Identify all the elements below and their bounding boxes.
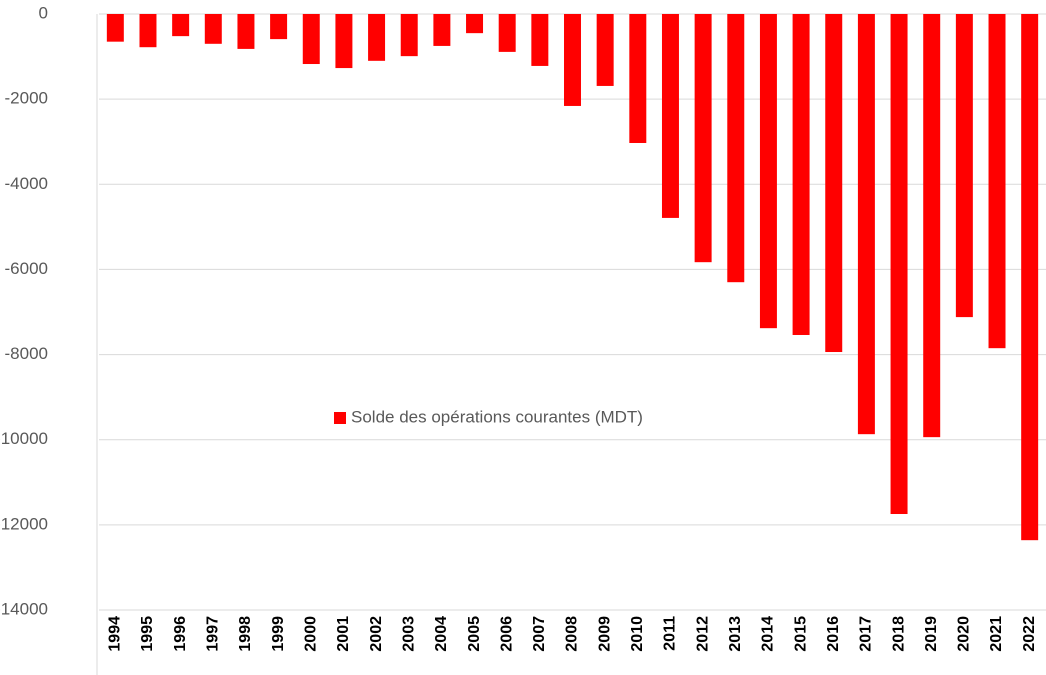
bar <box>498 14 516 52</box>
bar <box>857 14 875 435</box>
x-tick-label: 2017 <box>858 616 875 652</box>
bar <box>694 14 712 263</box>
y-tick-label: -14000 <box>0 599 48 618</box>
x-tick-label: 2016 <box>825 616 842 652</box>
x-tick-label: 2012 <box>694 616 711 652</box>
bar <box>1021 14 1039 541</box>
x-tick-label: 2010 <box>629 616 646 652</box>
bar <box>988 14 1006 349</box>
bar <box>106 14 124 42</box>
bar <box>139 14 157 48</box>
bar <box>596 14 614 86</box>
x-tick-label: 2003 <box>400 616 417 652</box>
bar <box>237 14 255 49</box>
x-tick-label: 1999 <box>270 616 287 652</box>
x-tick-label: 2013 <box>727 616 744 652</box>
bar <box>466 14 484 34</box>
y-tick-label: -12000 <box>0 514 48 533</box>
legend-swatch <box>334 412 346 424</box>
bar <box>335 14 353 69</box>
x-tick-label: 2005 <box>466 616 483 652</box>
legend-label: Solde des opérations courantes (MDT) <box>351 407 643 426</box>
bar <box>302 14 320 65</box>
bar <box>531 14 549 66</box>
bar <box>368 14 386 61</box>
x-tick-label: 2009 <box>596 616 613 652</box>
bar <box>629 14 647 143</box>
bar <box>923 14 941 438</box>
x-tick-label: 2022 <box>1021 616 1038 652</box>
x-tick-label: 2004 <box>433 616 450 652</box>
y-tick-label: -8000 <box>5 344 48 363</box>
bar <box>727 14 745 283</box>
y-tick-label: -6000 <box>5 259 48 278</box>
bar <box>172 14 190 37</box>
bar <box>661 14 679 218</box>
x-tick-label: 1998 <box>237 616 254 652</box>
x-tick-label: 2014 <box>760 616 777 652</box>
bar <box>564 14 581 106</box>
bar <box>825 14 843 353</box>
x-tick-label: 2019 <box>923 616 940 652</box>
bar <box>792 14 810 335</box>
bar <box>890 14 908 515</box>
x-tick-label: 1997 <box>205 616 222 652</box>
bar <box>955 14 973 318</box>
bar <box>204 14 222 44</box>
y-tick-label: -4000 <box>5 174 48 193</box>
x-tick-label: 2021 <box>988 616 1005 652</box>
bar <box>270 14 288 40</box>
x-tick-label: 2000 <box>302 616 319 652</box>
x-tick-label: 2001 <box>335 616 352 652</box>
x-tick-label: 1995 <box>139 616 156 652</box>
x-tick-label: 2007 <box>531 616 548 652</box>
x-tick-label: 2018 <box>890 616 907 652</box>
bar <box>433 14 451 46</box>
x-tick-label: 1996 <box>172 616 189 652</box>
x-tick-label: 2020 <box>956 616 973 652</box>
x-tick-label: 2008 <box>564 616 581 652</box>
x-tick-label: 1994 <box>107 616 124 652</box>
x-tick-label: 2011 <box>662 616 679 651</box>
y-tick-label: -10000 <box>0 429 48 448</box>
y-tick-label: -2000 <box>5 89 48 108</box>
y-tick-label: 0 <box>39 3 48 22</box>
bar <box>400 14 418 57</box>
x-tick-label: 2002 <box>368 616 385 652</box>
bar <box>759 14 777 329</box>
x-tick-label: 2015 <box>792 616 809 652</box>
x-tick-label: 2006 <box>498 616 515 652</box>
